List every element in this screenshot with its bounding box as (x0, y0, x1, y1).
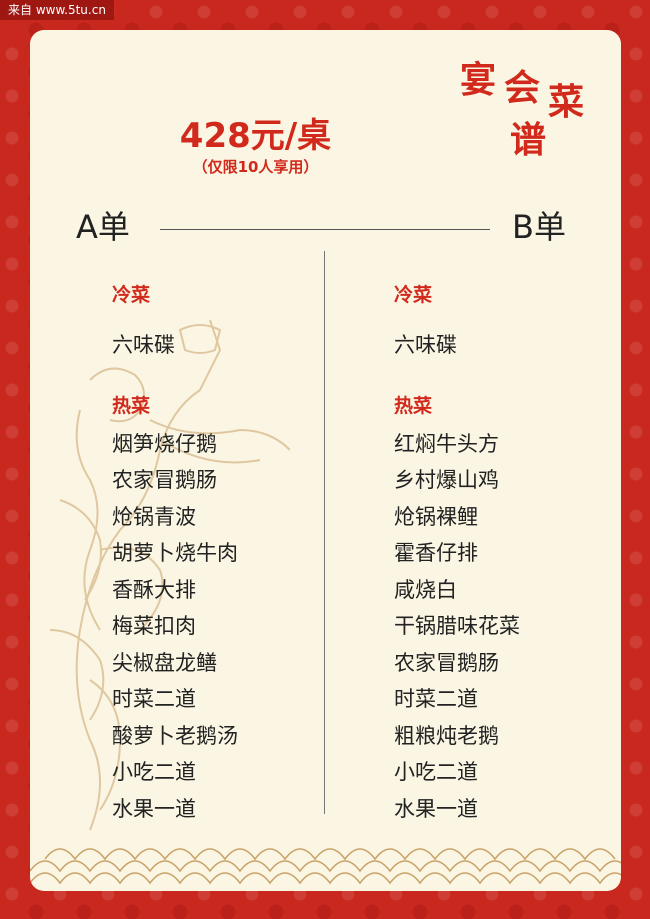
dish-item: 农家冒鹅肠 (394, 650, 499, 675)
dish-item: 小吃二道 (394, 760, 478, 784)
dish-item: 胡萝卜烧牛肉 (112, 541, 238, 565)
column-divider (324, 251, 325, 814)
dish-item: 炝锅青波 (112, 504, 196, 529)
hot-dish-label: 热菜 (112, 394, 151, 417)
dish-item: 乡村爆山鸡 (394, 468, 499, 492)
watermark: 来自 www.5tu.cn (0, 0, 114, 20)
dish-item: 水果一道 (112, 796, 196, 821)
dish-item: 红焖牛头方 (394, 431, 499, 456)
figure-illustration (49, 319, 290, 831)
dish-item: 时菜二道 (394, 687, 478, 711)
price-note: （仅限10人享用） (192, 158, 319, 176)
dish-item: 小吃二道 (112, 760, 196, 784)
dish-item: 干锅腊味花菜 (394, 614, 520, 638)
cold-dish-label: 冷菜 (394, 284, 433, 306)
dish-item: 酸萝卜老鹅汤 (112, 723, 238, 748)
dish-item: 水果一道 (394, 796, 478, 821)
dish-item: 六味碟 (112, 333, 175, 357)
dish-item: 六味碟 (394, 333, 457, 357)
wave-border-decoration (30, 848, 621, 885)
dish-item: 霍香仔排 (394, 541, 478, 565)
banquet-menu-title: 宴 会 菜 谱 (460, 45, 600, 165)
menu-b-title: B单 (512, 208, 566, 246)
title-char-1: 宴 (460, 59, 497, 101)
title-char-2: 会 (504, 67, 541, 109)
dish-item: 梅菜扣肉 (112, 614, 196, 638)
menu-a-title: A单 (76, 208, 130, 246)
menu-panel: 宴 会 菜 谱 428元/桌 （仅限10人享用） A单 B单 冷菜 六味碟 热菜… (30, 30, 621, 891)
menu-a-column: 冷菜 六味碟 热菜 烟笋烧仔鹅 农家冒鹅肠 炝锅青波 胡萝卜烧牛肉 香酥大排 梅… (112, 275, 352, 827)
menu-b-column: 冷菜 六味碟 热菜 红焖牛头方 乡村爆山鸡 炝锅裸鲤 霍香仔排 咸烧白 干锅腊味… (394, 275, 621, 827)
title-char-4: 谱 (510, 119, 547, 161)
dish-item: 咸烧白 (394, 577, 457, 602)
dish-item: 尖椒盘龙鳝 (112, 650, 217, 675)
price-per-table: 428元/桌 (179, 116, 332, 156)
dish-item: 时菜二道 (112, 687, 196, 711)
hot-dish-label: 热菜 (394, 394, 433, 417)
dish-item: 炝锅裸鲤 (394, 504, 478, 529)
title-char-3: 菜 (548, 81, 585, 123)
cold-dish-label: 冷菜 (112, 284, 151, 306)
dish-item: 农家冒鹅肠 (112, 468, 217, 492)
dish-item: 烟笋烧仔鹅 (112, 431, 217, 456)
dish-item: 粗粮炖老鹅 (394, 723, 499, 748)
dish-item: 香酥大排 (112, 577, 196, 602)
header-rule (160, 229, 490, 230)
